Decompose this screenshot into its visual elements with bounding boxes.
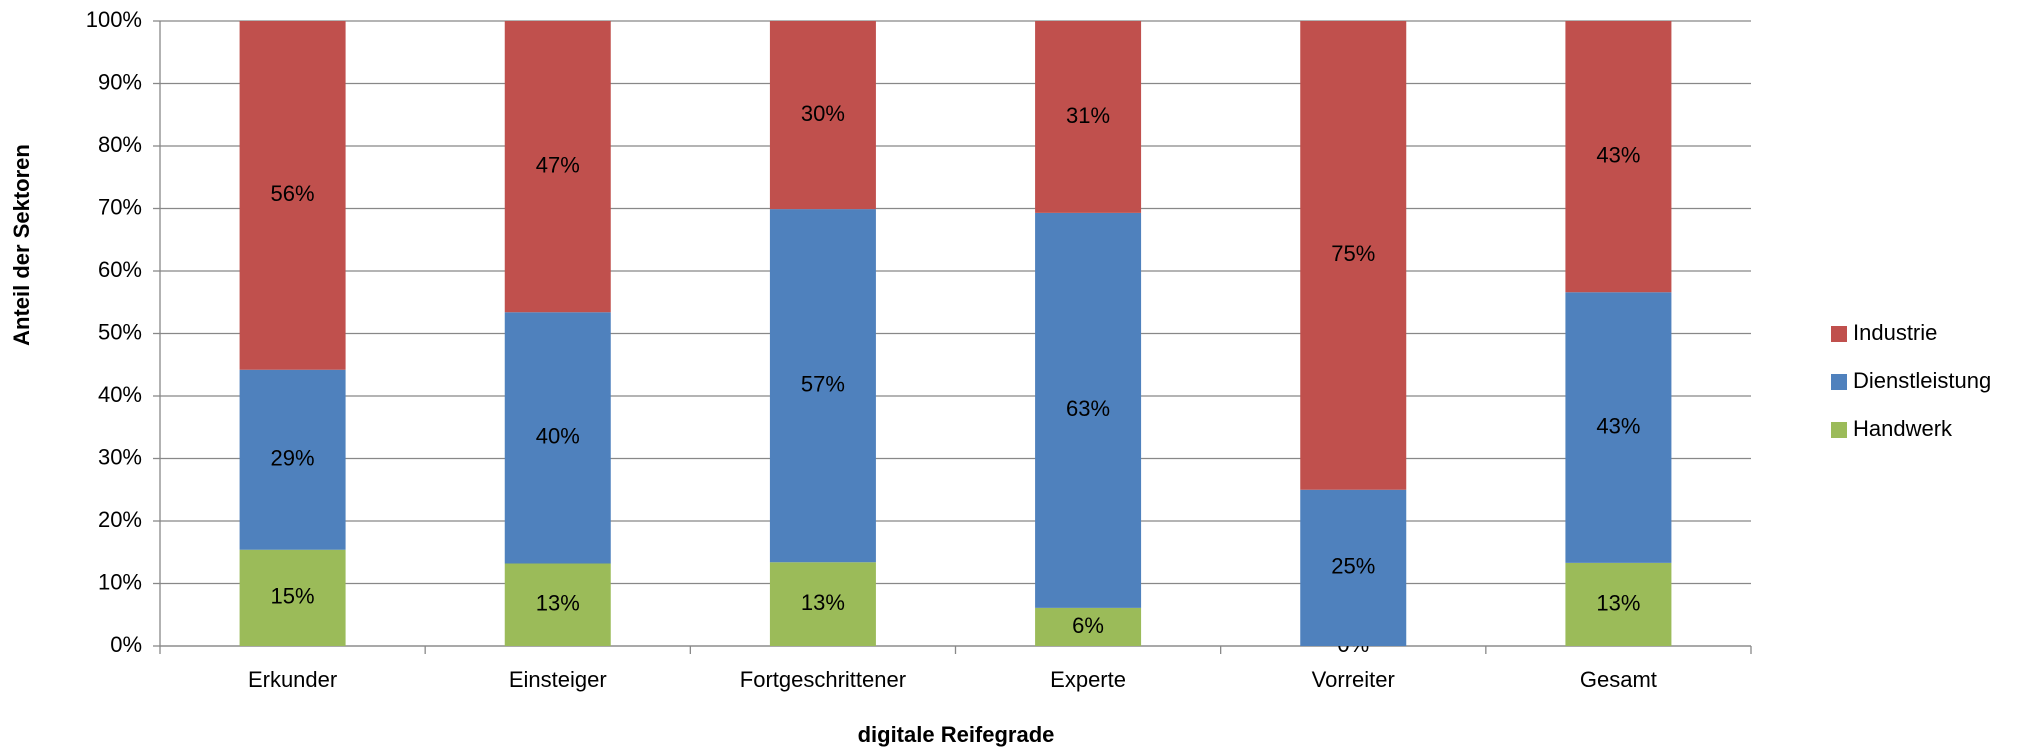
y-axis-title: Anteil der Sektoren [9,144,34,346]
y-tick-label: 70% [98,194,142,219]
data-label: 57% [801,372,845,397]
y-tick-label: 40% [98,382,142,407]
data-label: 29% [271,446,315,471]
data-label: 13% [1596,590,1640,615]
x-tick-label: Vorreiter [1312,667,1395,692]
bar-segment [504,563,611,646]
data-label: 75% [1331,241,1375,266]
y-tick-label: 60% [98,257,142,282]
bar-segment [1300,21,1407,490]
bar-segment [769,21,876,210]
bar-segment [504,312,611,564]
bar-segment [1565,21,1672,293]
y-tick-label: 100% [86,7,142,32]
legend-swatch [1831,422,1847,438]
x-tick-label: Einsteiger [509,667,607,692]
data-label: 43% [1596,142,1640,167]
y-tick-label: 20% [98,507,142,532]
data-label: 40% [536,424,580,449]
data-label: 63% [1066,396,1110,421]
data-label: 56% [271,181,315,206]
legend-label: Handwerk [1853,416,1953,441]
data-label: 25% [1331,554,1375,579]
bar-segment [1035,607,1142,646]
data-label: 13% [536,591,580,616]
legend-label: Dienstleistung [1853,368,1991,393]
data-label: 6% [1072,613,1104,638]
data-label: 43% [1596,413,1640,438]
data-label: 30% [801,101,845,126]
data-label: 47% [536,152,580,177]
x-axis-title: digitale Reifegrade [858,722,1055,747]
bar-segment [769,209,876,563]
data-label: 31% [1066,103,1110,128]
bar-segment [1565,292,1672,563]
bar-segment [1300,489,1407,646]
legend-label: Industrie [1853,320,1937,345]
bar-segment [239,369,346,550]
x-tick-label: Experte [1050,667,1126,692]
legend-swatch [1831,326,1847,342]
x-tick-label: Fortgeschrittener [740,667,906,692]
bar-segment [239,21,346,370]
bar-segment [504,21,611,313]
bar-segment [1565,562,1672,646]
data-label: 13% [801,590,845,615]
y-tick-label: 80% [98,132,142,157]
x-tick-label: Gesamt [1580,667,1657,692]
bar-segment [1035,21,1142,213]
x-tick-label: Erkunder [248,667,337,692]
y-tick-label: 10% [98,569,142,594]
bar-segment [769,562,876,646]
y-tick-label: 50% [98,319,142,344]
bar-segment [1035,212,1142,608]
y-tick-label: 90% [98,69,142,94]
y-tick-label: 0% [110,632,142,657]
data-label: 15% [271,584,315,609]
legend-swatch [1831,374,1847,390]
y-tick-label: 30% [98,444,142,469]
bar-segment [239,549,346,646]
